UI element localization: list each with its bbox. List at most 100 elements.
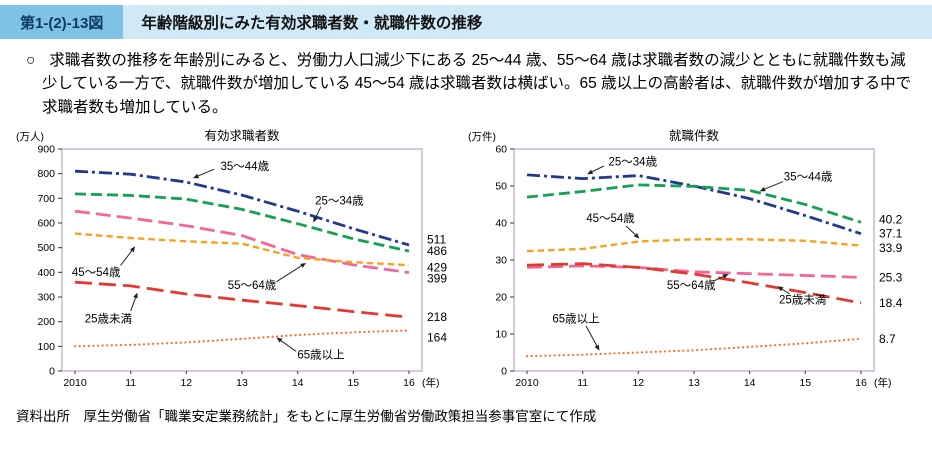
series-annotation-label: 55〜64歳	[228, 279, 277, 292]
plot-area	[61, 148, 423, 372]
series-line-1	[74, 192, 410, 253]
annotation-arrow-head	[587, 169, 594, 174]
annotation-arrow-line	[279, 339, 297, 352]
figure-title: 年齢階級別にみた有効求職者数・就職件数の推移	[141, 15, 483, 32]
y-axis-unit: (万件)	[468, 131, 496, 143]
x-tick-label: 12	[632, 377, 644, 389]
y-tick-label: 700	[37, 193, 55, 205]
chart-title: 有効求職者数	[204, 128, 280, 143]
y-tick-label: 500	[37, 242, 55, 254]
y-tick-label: 800	[37, 168, 55, 180]
annotation-arrow-line	[585, 325, 598, 348]
annotation-arrow-line	[590, 165, 605, 173]
series-annotation-label: 45〜54歳	[72, 266, 121, 279]
x-tick-label: 16	[855, 377, 867, 389]
chart-job-placements: 0 10 20 30 40 50 60 2010 11 12 13 14 15 16 (年) (万件) 就職件数…	[468, 128, 903, 389]
x-tick-label: 11	[577, 377, 588, 389]
x-tick-label: 16	[403, 377, 415, 389]
y-tick-label: 0	[49, 365, 55, 377]
series-annotation-label: 25〜34歳	[315, 194, 364, 207]
annotation-arrow-head	[594, 344, 600, 351]
x-tick-label: 14	[292, 377, 304, 389]
series-end-value: 511	[427, 232, 446, 246]
y-tick-label: 60	[495, 143, 507, 155]
annotation-arrow-line	[713, 275, 726, 282]
series-end-value: 18.4	[879, 296, 903, 310]
x-tick-label: 2010	[515, 377, 539, 389]
chart-title: 就職件数	[669, 128, 720, 143]
series-end-value: 8.7	[879, 332, 896, 346]
series-line-1	[526, 183, 862, 224]
y-tick-label: 50	[495, 180, 507, 192]
x-tick-label: 15	[347, 377, 359, 389]
series-annotation-label: 45〜54歳	[586, 212, 635, 225]
x-tick-label: 13	[688, 377, 700, 389]
x-tick-label: 2010	[63, 377, 87, 389]
x-tick-label: 14	[744, 377, 756, 389]
series-end-value: 33.9	[879, 241, 903, 255]
y-tick-label: 400	[37, 267, 55, 279]
annotation-arrow-line	[196, 168, 215, 177]
annotation-arrow-line	[763, 180, 784, 190]
source-note: 資料出所 厚生労働省「職業安定業務統計」をもとに厚生労働省労働政策担当参事官室に…	[16, 408, 597, 424]
series-end-value: 37.1	[879, 226, 903, 240]
y-tick-label: 40	[495, 217, 507, 229]
annotation-arrow-head	[777, 286, 784, 291]
figure-header: 第1-(2)-13図 年齢階級別にみた有効求職者数・就職件数の推移	[0, 5, 932, 39]
series-annotation-label: 25〜34歳	[609, 155, 658, 168]
series-end-value: 164	[427, 330, 447, 344]
series-line-2	[526, 237, 862, 253]
series-end-value: 399	[427, 271, 447, 285]
annotation-arrow-line	[314, 206, 322, 219]
series-line-3	[526, 264, 862, 279]
annotation-arrow-line	[780, 287, 790, 295]
x-tick-label: 12	[180, 377, 192, 389]
series-annotation-label: 35〜44歳	[784, 170, 833, 183]
annotation-arrow-head	[133, 292, 138, 299]
x-tick-label: 15	[799, 377, 811, 389]
annotation-arrow-line	[130, 295, 137, 312]
annotation-arrow-head	[759, 186, 766, 192]
charts-row: 0 100 200 300 400 500 600 700 800 900 2010 11 12 13 14…	[0, 119, 932, 397]
series-annotation-label: 65歳以上	[297, 348, 344, 361]
series-line-0	[74, 169, 410, 247]
y-tick-label: 0	[501, 365, 507, 377]
figure-page: 第1-(2)-13図 年齢階級別にみた有効求職者数・就職件数の推移 ○ 求職者数の…	[0, 5, 932, 471]
y-tick-label: 900	[37, 143, 55, 155]
annotation-arrow-line	[276, 264, 303, 282]
series-line-3	[74, 232, 410, 267]
description-paragraph: ○ 求職者数の推移を年齢別にみると、労働力人口減少下にある 25〜44 歳、55〜…	[0, 39, 932, 119]
y-tick-label: 30	[495, 254, 507, 266]
y-tick-label: 300	[37, 291, 55, 303]
y-tick-label: 600	[37, 217, 55, 229]
figure-number: 第1-(2)-13図	[0, 5, 124, 39]
series-end-value: 429	[427, 260, 447, 274]
y-tick-label: 200	[37, 316, 55, 328]
y-tick-label: 20	[495, 291, 507, 303]
series-annotation-label: 25歳未満	[85, 312, 132, 325]
series-end-value: 218	[427, 310, 447, 324]
annotation-arrow-head	[129, 246, 136, 253]
series-annotation-label: 55〜64歳	[667, 279, 716, 292]
series-line-5	[73, 329, 411, 348]
annotation-arrow-head	[300, 262, 306, 268]
series-line-5	[525, 337, 863, 358]
paragraph-bullet: ○	[26, 52, 36, 69]
annotation-arrow-line	[625, 225, 637, 236]
annotation-arrow-head	[276, 337, 283, 343]
series-annotation-label: 35〜44歳	[221, 160, 270, 173]
series-line-2	[74, 209, 410, 274]
y-axis-unit: (万人)	[16, 131, 44, 143]
series-end-value: 486	[427, 244, 447, 258]
x-axis-unit: (年)	[874, 376, 892, 389]
series-line-4	[526, 262, 862, 305]
y-tick-label: 10	[495, 328, 507, 340]
y-tick-label: 100	[37, 341, 55, 353]
annotation-arrow-line	[120, 249, 134, 266]
x-axis-unit: (年)	[422, 376, 440, 389]
annotation-arrow-head	[193, 173, 199, 178]
series-end-value: 40.2	[879, 212, 903, 226]
series-annotation-label: 65歳以上	[552, 312, 599, 325]
chart-active-job-seekers: 0 100 200 300 400 500 600 700 800 900 2010 11 12 13 14…	[16, 128, 447, 389]
annotation-arrow-head	[313, 216, 318, 223]
